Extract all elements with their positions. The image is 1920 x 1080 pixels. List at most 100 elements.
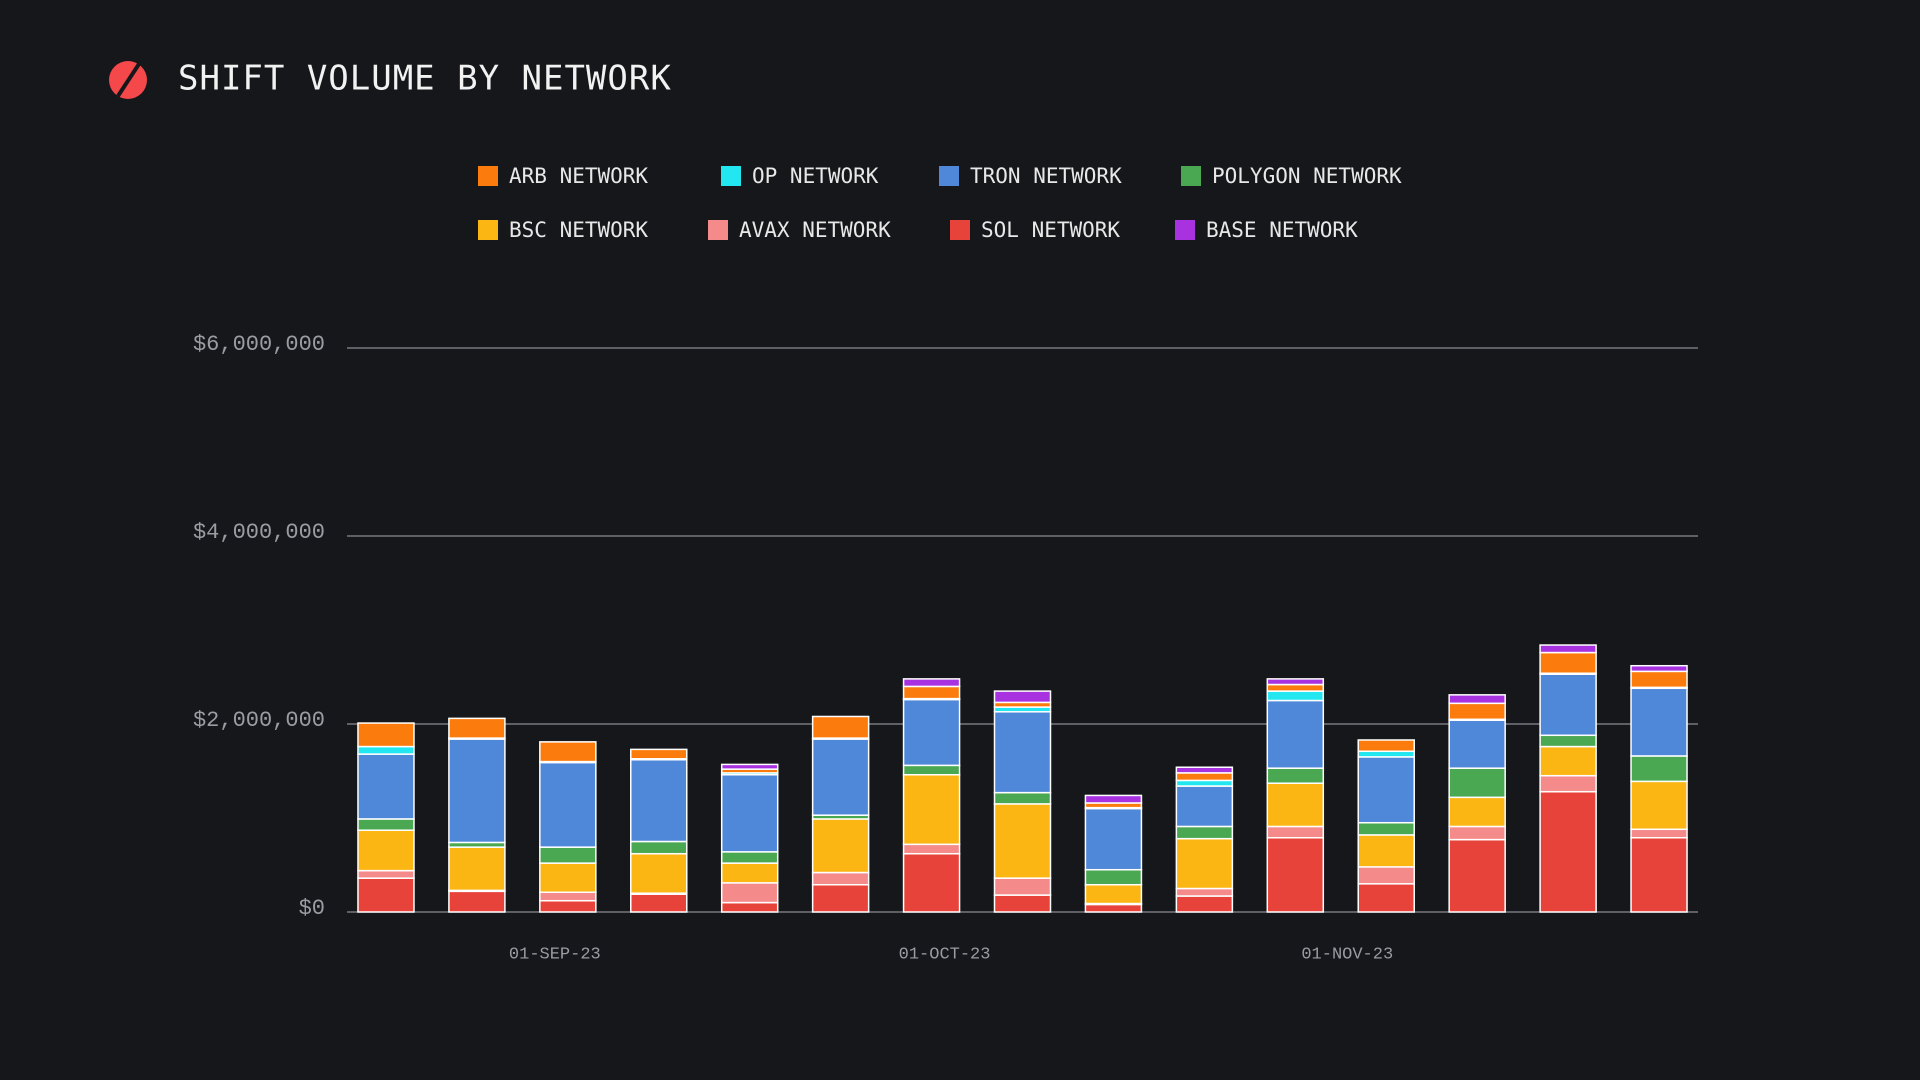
bar-segment bbox=[720, 901, 779, 913]
bar-segment bbox=[1175, 779, 1234, 787]
bar-segment bbox=[630, 893, 688, 913]
legend-swatch bbox=[950, 220, 970, 240]
bar-segment bbox=[1175, 837, 1234, 890]
bar-segment bbox=[1448, 838, 1506, 913]
bar-segment bbox=[1539, 644, 1597, 654]
bar-segment bbox=[357, 753, 415, 820]
bar-segment bbox=[1084, 807, 1143, 871]
bar-segment bbox=[448, 738, 506, 844]
legend-swatch bbox=[708, 220, 728, 240]
bar-segment bbox=[902, 698, 961, 767]
bar-segment bbox=[720, 882, 779, 904]
bar-segment bbox=[1539, 774, 1597, 793]
bar-segment bbox=[720, 851, 779, 864]
bar-segment bbox=[630, 758, 688, 843]
bar-segment bbox=[993, 711, 1052, 794]
legend-swatch bbox=[1181, 166, 1201, 186]
bar-segment bbox=[357, 869, 415, 879]
bar-segment bbox=[1084, 883, 1143, 905]
logo bbox=[109, 61, 147, 99]
bar-segment bbox=[630, 840, 688, 855]
bar-segment bbox=[1266, 825, 1325, 839]
legend-label: ARB NETWORK bbox=[509, 164, 648, 188]
bar-segment bbox=[1539, 790, 1597, 913]
bar-segment bbox=[357, 877, 415, 913]
bar-segment bbox=[1266, 836, 1325, 913]
bar-segment bbox=[1357, 883, 1415, 913]
bar-segment bbox=[811, 883, 870, 913]
legend-label: POLYGON NETWORK bbox=[1212, 164, 1402, 188]
bar-segment bbox=[811, 818, 870, 874]
bar-segment bbox=[539, 891, 597, 902]
bar-segment bbox=[448, 890, 506, 913]
bar-segment bbox=[1175, 785, 1234, 828]
bar-segment bbox=[1448, 702, 1506, 721]
legend-label: OP NETWORK bbox=[752, 164, 879, 188]
bar-segment bbox=[902, 852, 961, 913]
bar-segment bbox=[1630, 828, 1688, 839]
bar-segment bbox=[902, 764, 961, 776]
legend-swatch bbox=[478, 220, 498, 240]
bar-segment bbox=[1539, 673, 1597, 737]
legend-swatch bbox=[478, 166, 498, 186]
bar-segment bbox=[1357, 756, 1415, 824]
bar-segment bbox=[1357, 866, 1415, 885]
bar-segment bbox=[1175, 887, 1234, 897]
legend-label: TRON NETWORK bbox=[970, 164, 1122, 188]
bar-segment bbox=[993, 894, 1052, 913]
y-tick-label: $6,000,000 bbox=[193, 332, 325, 357]
bar-segment bbox=[902, 685, 961, 700]
x-tick-label: 01-OCT-23 bbox=[899, 945, 991, 964]
bar-segment bbox=[1175, 825, 1234, 840]
bar-segment bbox=[1266, 683, 1325, 692]
legend-swatch bbox=[939, 166, 959, 186]
bar-segment bbox=[1357, 739, 1415, 753]
bar-segment bbox=[1630, 836, 1688, 913]
bar-segment bbox=[539, 862, 597, 894]
bar-segment bbox=[720, 862, 779, 884]
bar-segment bbox=[1084, 794, 1143, 804]
bar-segment bbox=[993, 791, 1052, 805]
bar-segment bbox=[720, 774, 779, 853]
legend-swatch bbox=[721, 166, 741, 186]
bar-segment bbox=[1084, 868, 1143, 886]
bar-segment bbox=[1266, 699, 1325, 769]
bar-segment bbox=[1448, 694, 1506, 705]
chart-title: SHIFT VOLUME BY NETWORK bbox=[178, 59, 672, 99]
bar-segment bbox=[1630, 687, 1688, 757]
bar-segment bbox=[630, 852, 688, 894]
bar-segment bbox=[720, 763, 779, 770]
bar-segment bbox=[1630, 755, 1688, 783]
bar-segment bbox=[1266, 782, 1325, 828]
logo-slash bbox=[116, 62, 141, 98]
bar-segment bbox=[902, 774, 961, 846]
bar-segment bbox=[1266, 767, 1325, 784]
legend-swatch bbox=[1175, 220, 1195, 240]
x-tick-label: 01-SEP-23 bbox=[509, 945, 601, 964]
bar-segment bbox=[1539, 734, 1597, 748]
bar-segment bbox=[993, 803, 1052, 879]
bar-segment bbox=[1266, 678, 1325, 686]
y-tick-label: $4,000,000 bbox=[193, 520, 325, 545]
bar-segment bbox=[1539, 745, 1597, 777]
x-tick-label: 01-NOV-23 bbox=[1301, 945, 1393, 964]
bar-segment bbox=[539, 761, 597, 848]
bar-segment bbox=[1357, 750, 1415, 758]
bar-segment bbox=[448, 846, 506, 892]
bar-segment bbox=[539, 899, 597, 913]
bar-segment bbox=[1448, 825, 1506, 841]
bar-segment bbox=[1448, 796, 1506, 828]
bar-segment bbox=[811, 871, 870, 886]
bar-segment bbox=[539, 846, 597, 864]
bar-segment bbox=[1175, 895, 1234, 913]
bar-segment bbox=[993, 690, 1052, 704]
bar-segment bbox=[1448, 767, 1506, 799]
y-tick-label: $2,000,000 bbox=[193, 708, 325, 733]
y-tick-label: $0 bbox=[299, 896, 325, 921]
bar-segment bbox=[993, 877, 1052, 896]
legend-label: BSC NETWORK bbox=[509, 218, 648, 242]
bar-segment bbox=[811, 715, 870, 739]
bar-segment bbox=[1630, 670, 1688, 689]
bar-segment bbox=[1357, 834, 1415, 868]
